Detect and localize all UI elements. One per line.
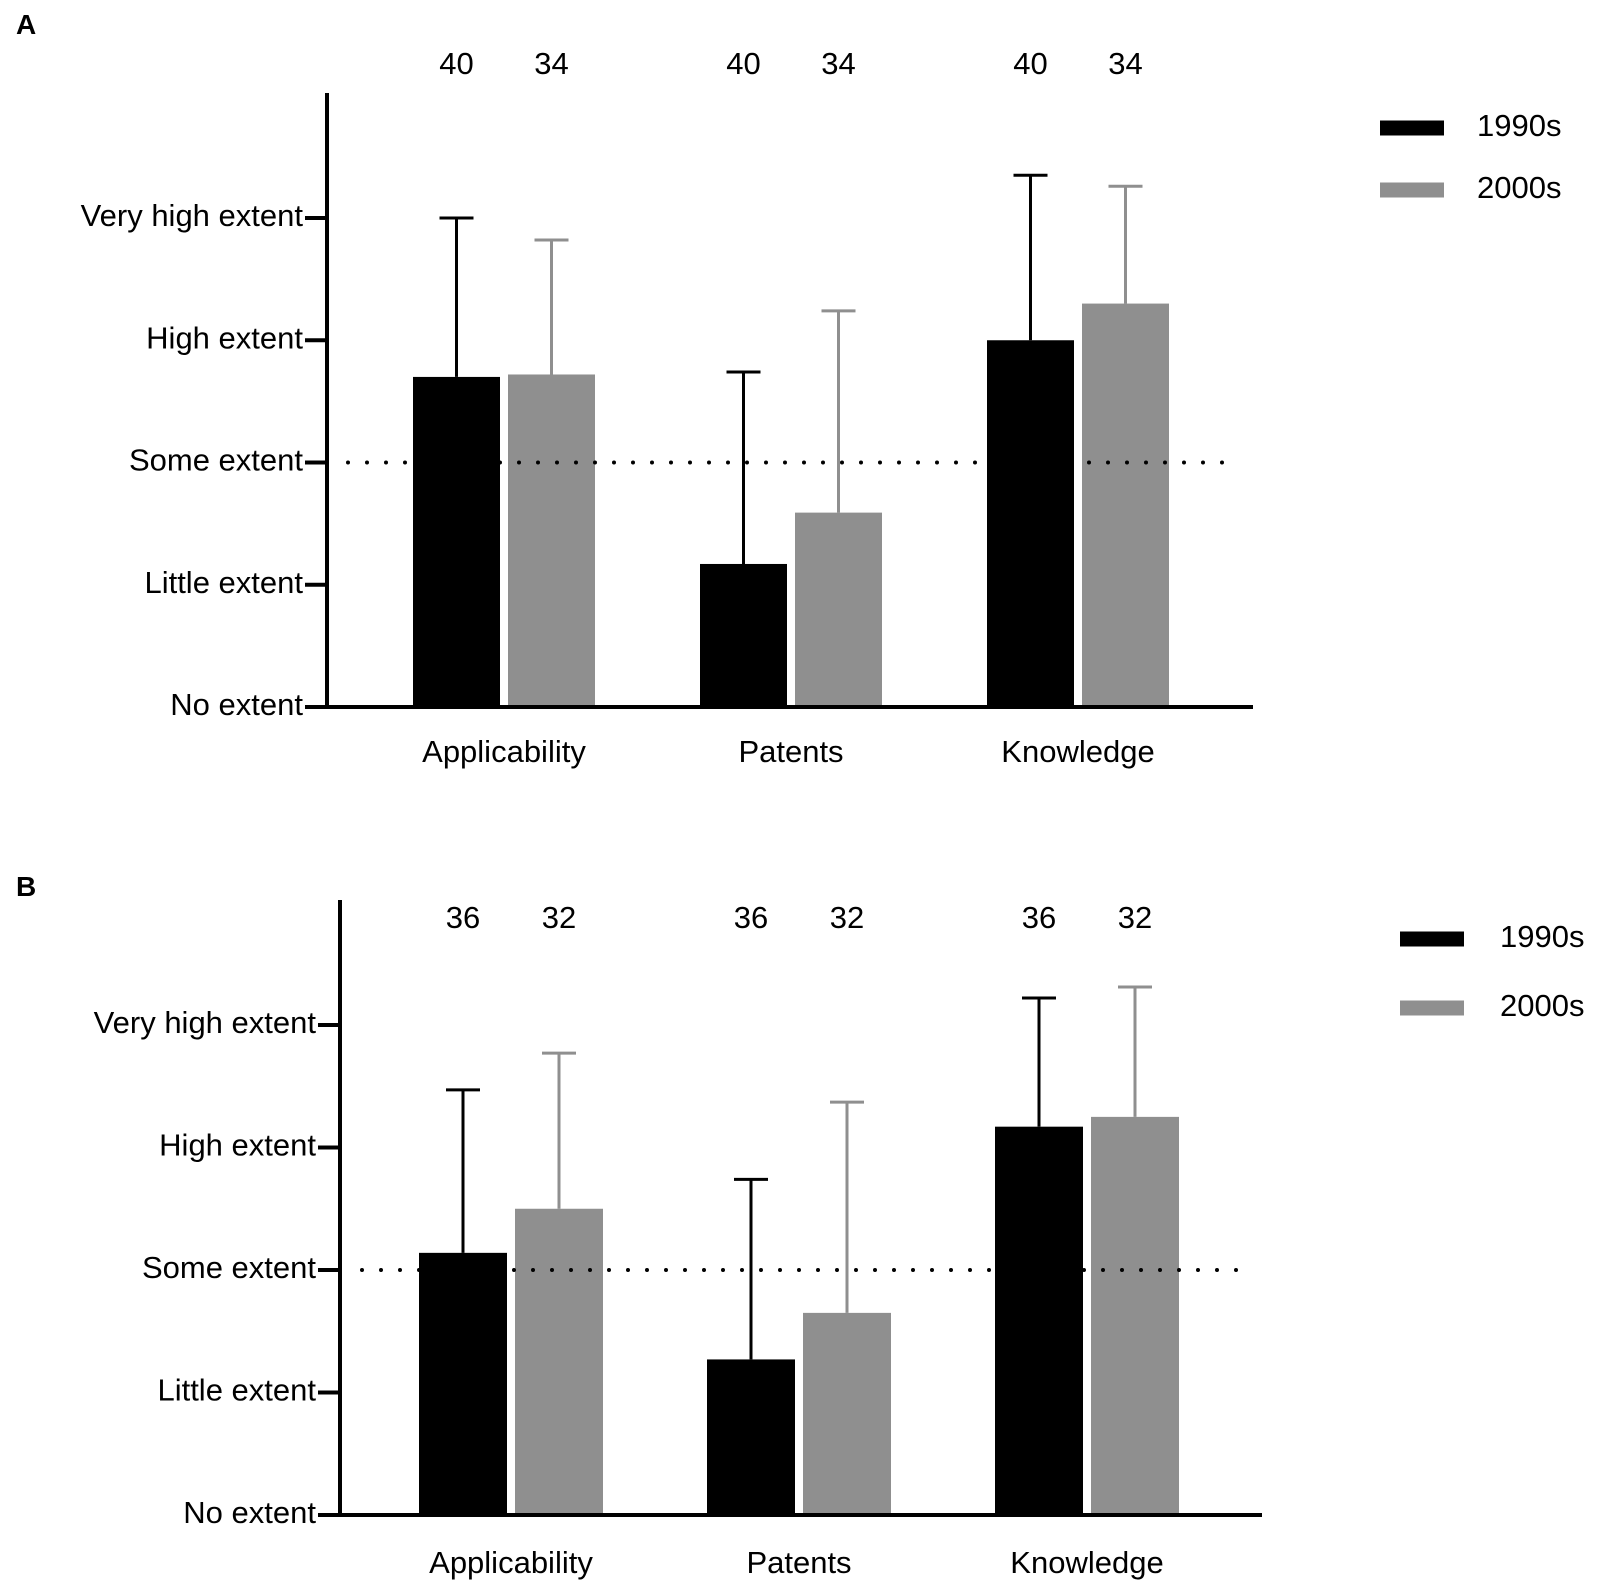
legend-swatch xyxy=(1400,931,1464,947)
bar xyxy=(700,563,787,707)
legend-label: 2000s xyxy=(1500,988,1584,1023)
bar xyxy=(515,1208,603,1515)
x-tick-label: Applicability xyxy=(429,1545,593,1580)
y-tick-label: Very high extent xyxy=(81,198,304,233)
sample-size-label: 32 xyxy=(1118,900,1152,935)
sample-size-label: 40 xyxy=(1013,46,1047,81)
sample-size-label: 34 xyxy=(534,46,568,81)
y-tick-label: Some extent xyxy=(142,1250,316,1285)
chart-panel-b: B 36 32 Applicability 36 32 Patents 36 32 Knowled… xyxy=(16,871,1584,1580)
bar xyxy=(1091,1116,1179,1515)
chart-panel-a: A 40 34 Applicability 40 34 Patents 40 34 Knowled… xyxy=(16,9,1561,769)
legend-label: 1990s xyxy=(1477,108,1561,143)
sample-size-label: 36 xyxy=(734,900,768,935)
y-tick-label: Very high extent xyxy=(94,1005,317,1040)
x-tick-label: Knowledge xyxy=(1001,734,1154,769)
bar xyxy=(987,340,1074,707)
sample-size-label: 34 xyxy=(1108,46,1142,81)
y-tick-label: Some extent xyxy=(129,443,303,478)
sample-size-label: 32 xyxy=(830,900,864,935)
bar xyxy=(1082,303,1169,707)
y-tick-label: Little extent xyxy=(157,1373,316,1408)
bar xyxy=(995,1126,1083,1515)
legend-label: 2000s xyxy=(1477,170,1561,205)
legend-swatch xyxy=(1380,120,1444,136)
panel-label: B xyxy=(16,871,36,902)
sample-size-label: 40 xyxy=(726,46,760,81)
y-tick-label: High extent xyxy=(159,1128,316,1163)
legend-swatch xyxy=(1400,1000,1464,1016)
bar xyxy=(707,1359,795,1515)
x-tick-label: Patents xyxy=(738,734,843,769)
bar xyxy=(795,512,882,707)
y-tick-label: No extent xyxy=(183,1495,316,1530)
sample-size-label: 40 xyxy=(439,46,473,81)
bar xyxy=(803,1312,891,1515)
bar xyxy=(508,374,595,707)
x-tick-label: Knowledge xyxy=(1010,1545,1163,1580)
legend-label: 1990s xyxy=(1500,919,1584,954)
sample-size-label: 36 xyxy=(446,900,480,935)
bar xyxy=(413,376,500,707)
legend-swatch xyxy=(1380,182,1444,198)
sample-size-label: 36 xyxy=(1022,900,1056,935)
panel-label: A xyxy=(16,9,36,40)
bar xyxy=(419,1252,507,1515)
y-tick-label: Little extent xyxy=(144,565,303,600)
y-tick-label: No extent xyxy=(170,687,303,722)
x-tick-label: Patents xyxy=(746,1545,851,1580)
y-tick-label: High extent xyxy=(146,320,303,355)
x-tick-label: Applicability xyxy=(422,734,586,769)
sample-size-label: 34 xyxy=(821,46,855,81)
sample-size-label: 32 xyxy=(542,900,576,935)
